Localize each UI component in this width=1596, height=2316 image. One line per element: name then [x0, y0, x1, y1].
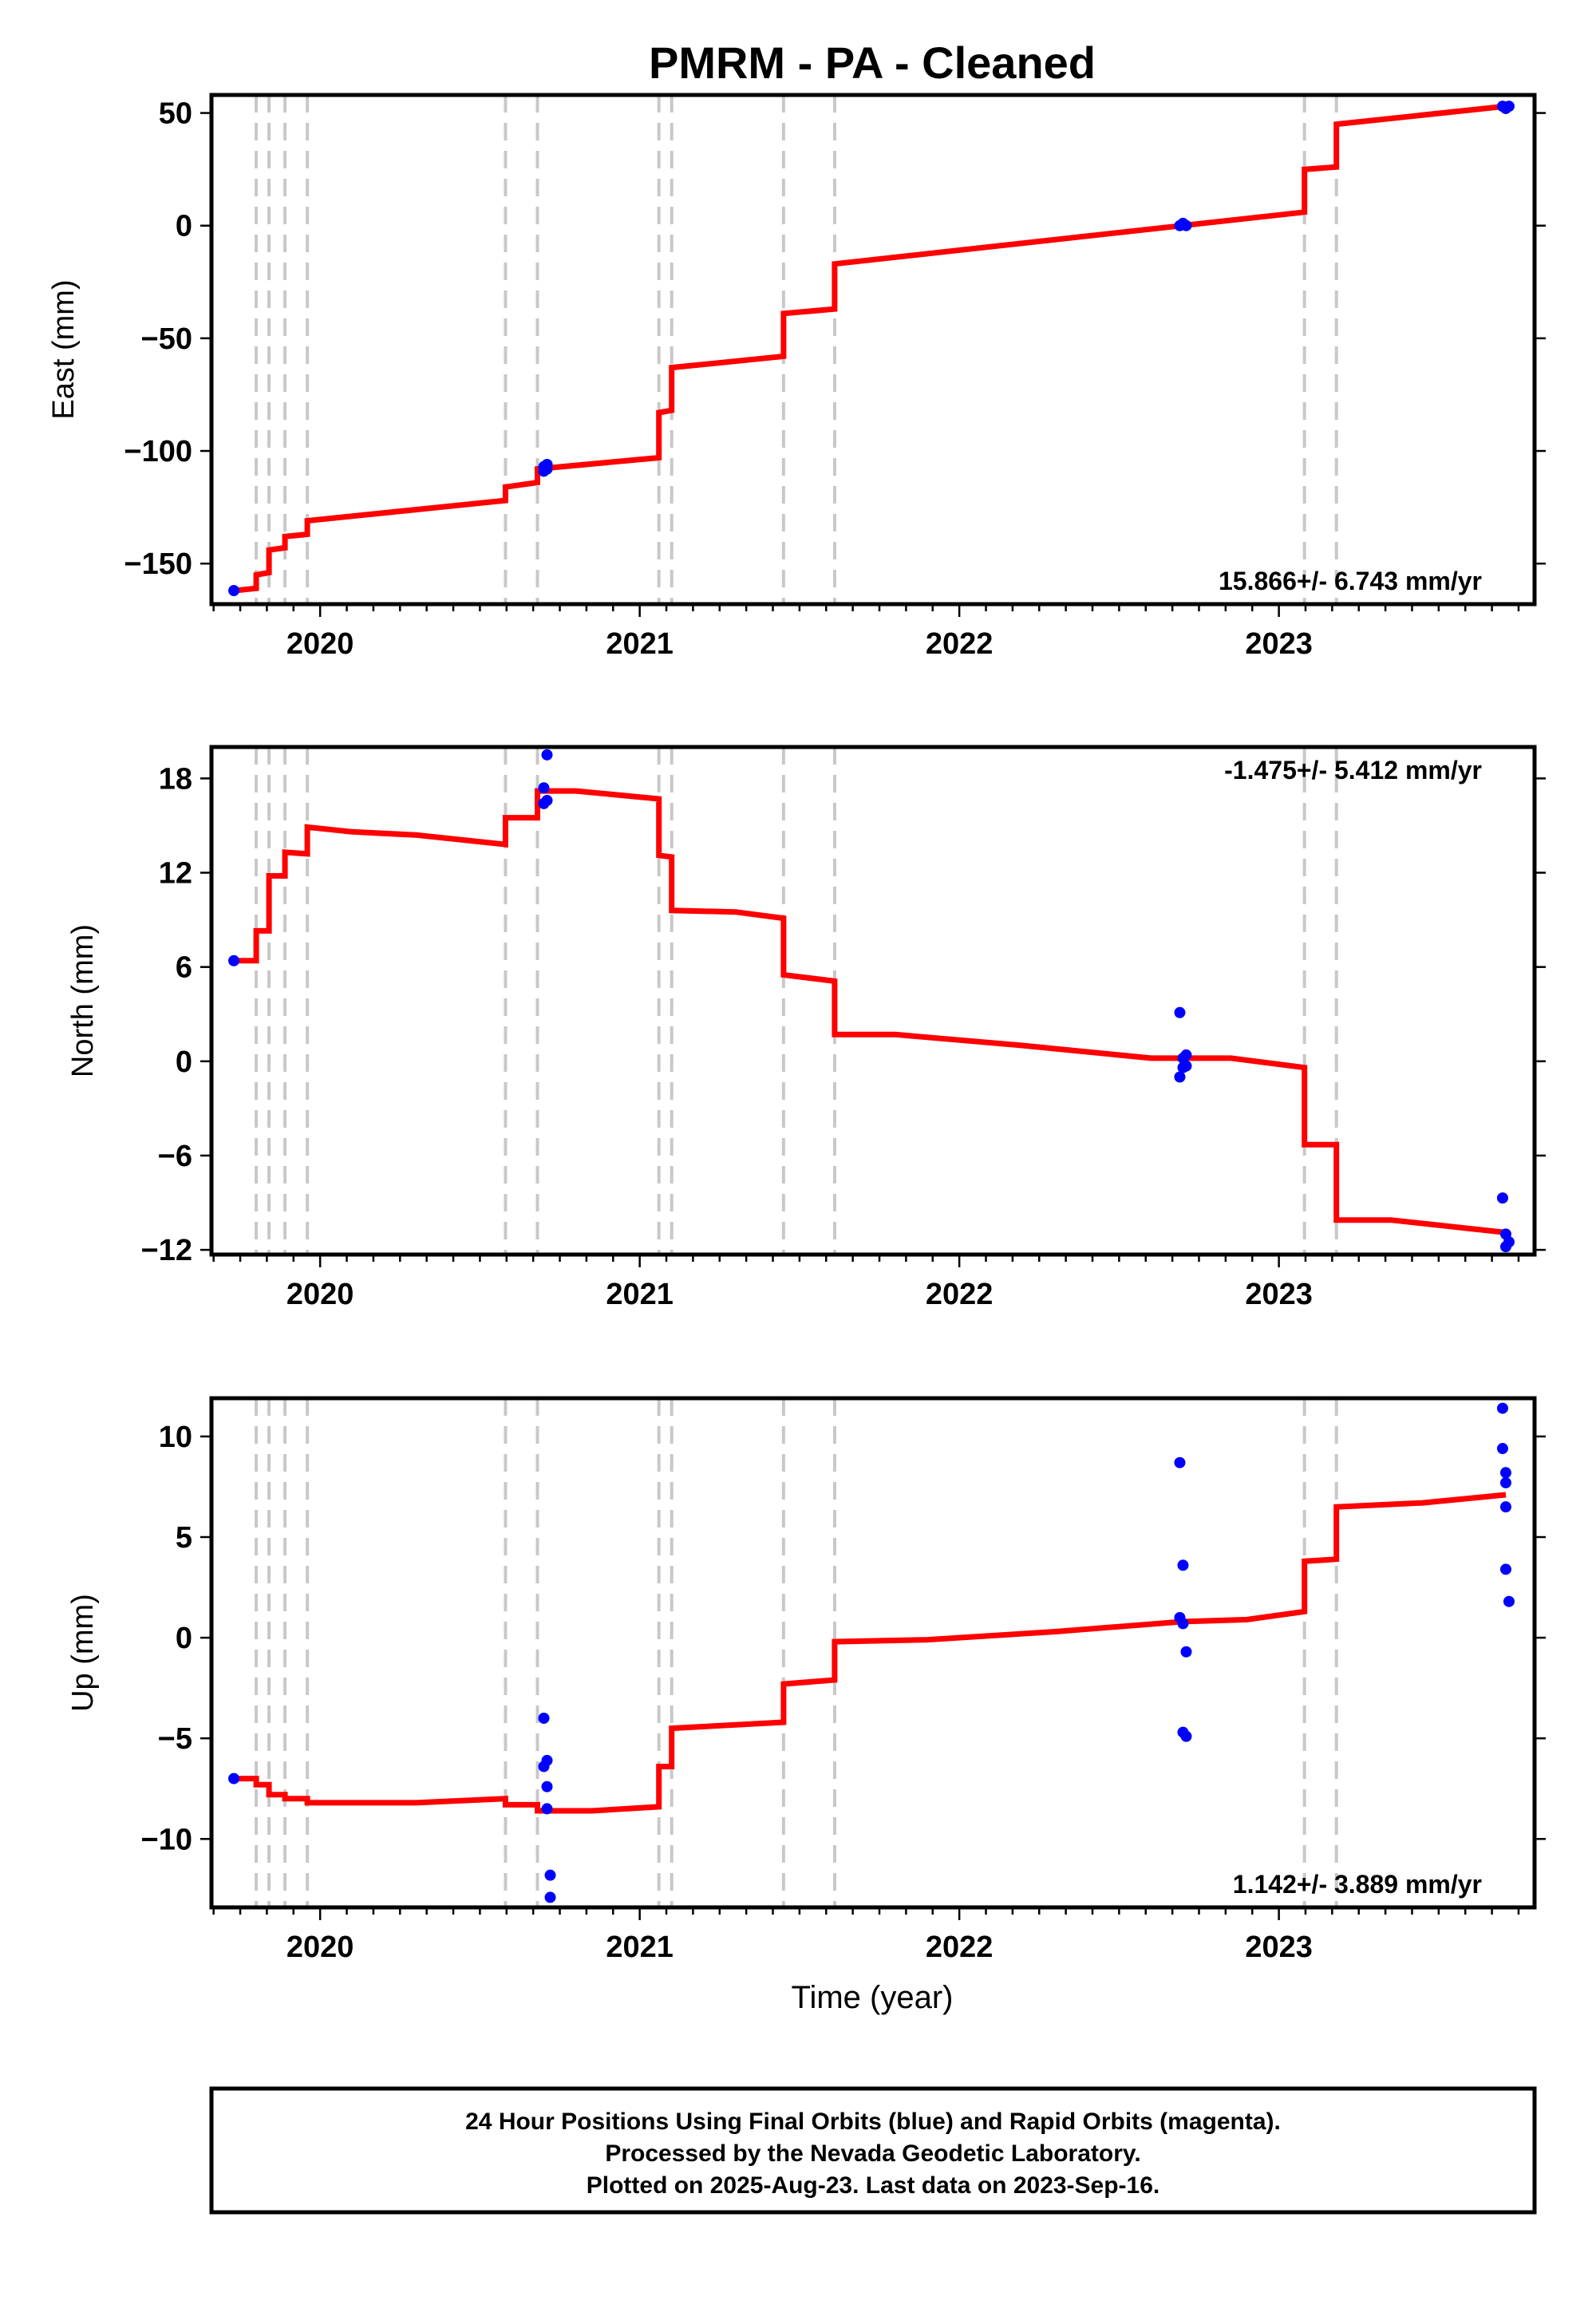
chart-0-y-tick-label-2: −50 [141, 322, 192, 356]
chart-2-y-tick-label-4: −10 [141, 1823, 192, 1856]
chart-1-final-orbit-point-1 [538, 782, 550, 794]
chart-0-model-line [233, 103, 1507, 594]
chart-2-final-orbit-point-0 [228, 1773, 240, 1784]
north-panel: 2020 2021 2022 2023 18 12 6 0 −6 −12 North (mm) -1.… [66, 745, 1546, 1311]
chart-0-x-tick-label-2020: 2020 [286, 627, 354, 661]
chart-1-final-orbit-point-0 [228, 954, 240, 966]
chart-1-final-orbit-point-5 [1174, 1006, 1186, 1018]
chart-2-y-tick-label-2: 0 [176, 1622, 192, 1655]
footer-frame [209, 2086, 1537, 2215]
chart-2-final-orbit-point-7 [544, 1891, 556, 1903]
chart-1-y-tick-label-1: 12 [159, 857, 192, 891]
chart-1-x-tick-label-2020: 2020 [286, 1278, 354, 1311]
chart-2-y-tick-label-0: 10 [159, 1421, 192, 1454]
chart-2-final-orbit-point-1 [538, 1712, 550, 1724]
chart-2-final-orbit-point-15 [1496, 1402, 1508, 1414]
chart-0-final-orbit-point-4 [541, 463, 553, 475]
chart-2-final-orbit-point-6 [544, 1869, 556, 1881]
chart-2-final-orbit-point-11 [1177, 1618, 1189, 1630]
chart-2-final-orbit-point-5 [541, 1803, 553, 1815]
chart-2-final-orbit-point-14 [1180, 1646, 1192, 1658]
chart-2-x-tick-label-2020: 2020 [286, 1931, 354, 1964]
chart-2-final-orbit-point-17 [1499, 1467, 1511, 1479]
footer-box: 24 Hour Positions Using Final Orbits (bl… [209, 2086, 1537, 2215]
chart-2-final-orbit-point-19 [1499, 1501, 1511, 1513]
chart-2-model-line [234, 1492, 1507, 1814]
chart-1-y-axis-label: North (mm) [66, 924, 100, 1077]
chart-2-frame [209, 1396, 1537, 1910]
chart-2-final-orbit-point-16 [1496, 1443, 1508, 1455]
chart-1-y-tick-label-4: −6 [158, 1140, 192, 1173]
chart-0-x-tick-label-2022: 2022 [926, 627, 994, 661]
chart-1-final-orbit-point-4 [541, 794, 553, 806]
chart-1-model-line [234, 788, 1507, 1235]
chart-1-x-tick-label-2021: 2021 [606, 1278, 674, 1311]
chart-1-y-tick-label-3: 0 [176, 1045, 192, 1079]
chart-title: PMRM - PA - Cleaned [649, 38, 1096, 88]
chart-0-y-tick-label-4: −150 [124, 547, 192, 581]
up-panel: 2020 2021 2022 2023 10 5 0 −5 −10 Up (mm) 1.142+/-… [66, 1396, 1546, 1964]
chart-0-y-tick-label-1: 0 [176, 210, 192, 243]
chart-1-final-orbit-point-9 [1180, 1049, 1192, 1061]
chart-2-final-orbit-point-18 [1499, 1476, 1511, 1488]
chart-2-x-tick-label-2022: 2022 [926, 1931, 994, 1964]
chart-0-x-tick-label-2023: 2023 [1245, 627, 1313, 661]
chart-2-x-tick-label-2021: 2021 [606, 1931, 674, 1964]
chart-2-y-axis-label: Up (mm) [66, 1594, 100, 1712]
chart-1-final-orbit-point-6 [1174, 1071, 1186, 1083]
chart-0-final-orbit-point-7 [1180, 219, 1192, 231]
chart-0-y-axis-label: East (mm) [47, 279, 81, 419]
chart-0-x-tick-label-2021: 2021 [606, 627, 674, 661]
chart-2-final-orbit-point-10 [1177, 1559, 1189, 1571]
chart-2-final-orbit-point-20 [1499, 1563, 1511, 1575]
chart-0-rate-annotation: 15.866+/- 6.743 mm/yr [1219, 567, 1482, 595]
footer-line-3: Plotted on 2025-Aug-23. Last data on 202… [587, 2172, 1160, 2199]
chart-1-frame [209, 745, 1537, 1257]
chart-1-final-orbit-point-14 [1503, 1236, 1515, 1248]
chart-2-final-orbit-point-4 [541, 1780, 553, 1792]
chart-0-final-orbit-point-0 [228, 585, 240, 597]
east-panel: 2020 2021 2022 2023 50 0 −50 −100 −150 East (mm) 1… [47, 93, 1546, 661]
chart-0-final-orbit-point-10 [1503, 101, 1515, 113]
chart-2-rate-annotation: 1.142+/- 3.889 mm/yr [1233, 1870, 1482, 1899]
footer-line-2: Processed by the Nevada Geodetic Laborat… [605, 2140, 1140, 2167]
chart-2-final-orbit-point-13 [1180, 1730, 1192, 1742]
chart-2-y-tick-label-1: 5 [176, 1521, 192, 1555]
chart-0-y-tick-label-0: 50 [159, 97, 192, 131]
chart-1-final-orbit-point-10 [1180, 1060, 1192, 1072]
chart-2-final-orbit-point-3 [541, 1754, 553, 1766]
chart-2-final-orbit-point-8 [1174, 1456, 1186, 1468]
chart-1-y-tick-label-5: −12 [141, 1234, 192, 1267]
chart-1-y-tick-label-0: 18 [159, 762, 192, 796]
chart-1-final-orbit-point-11 [1496, 1192, 1508, 1204]
x-axis-label: Time (year) [792, 1980, 954, 2015]
chart-1-final-orbit-point-3 [541, 749, 553, 761]
chart-2-final-orbit-point-21 [1503, 1595, 1515, 1607]
chart-2-x-tick-label-2023: 2023 [1245, 1931, 1313, 1964]
chart-0-frame [209, 93, 1537, 607]
chart-2-y-tick-label-3: −5 [158, 1722, 192, 1756]
chart-1-x-tick-label-2023: 2023 [1245, 1278, 1313, 1311]
footer-line-1: 24 Hour Positions Using Final Orbits (bl… [465, 2109, 1281, 2135]
chart-1-x-tick-label-2022: 2022 [926, 1278, 994, 1311]
chart-1-y-tick-label-2: 6 [176, 951, 192, 985]
chart-1-rate-annotation: -1.475+/- 5.412 mm/yr [1224, 756, 1482, 785]
chart-0-y-tick-label-3: −100 [124, 435, 192, 468]
